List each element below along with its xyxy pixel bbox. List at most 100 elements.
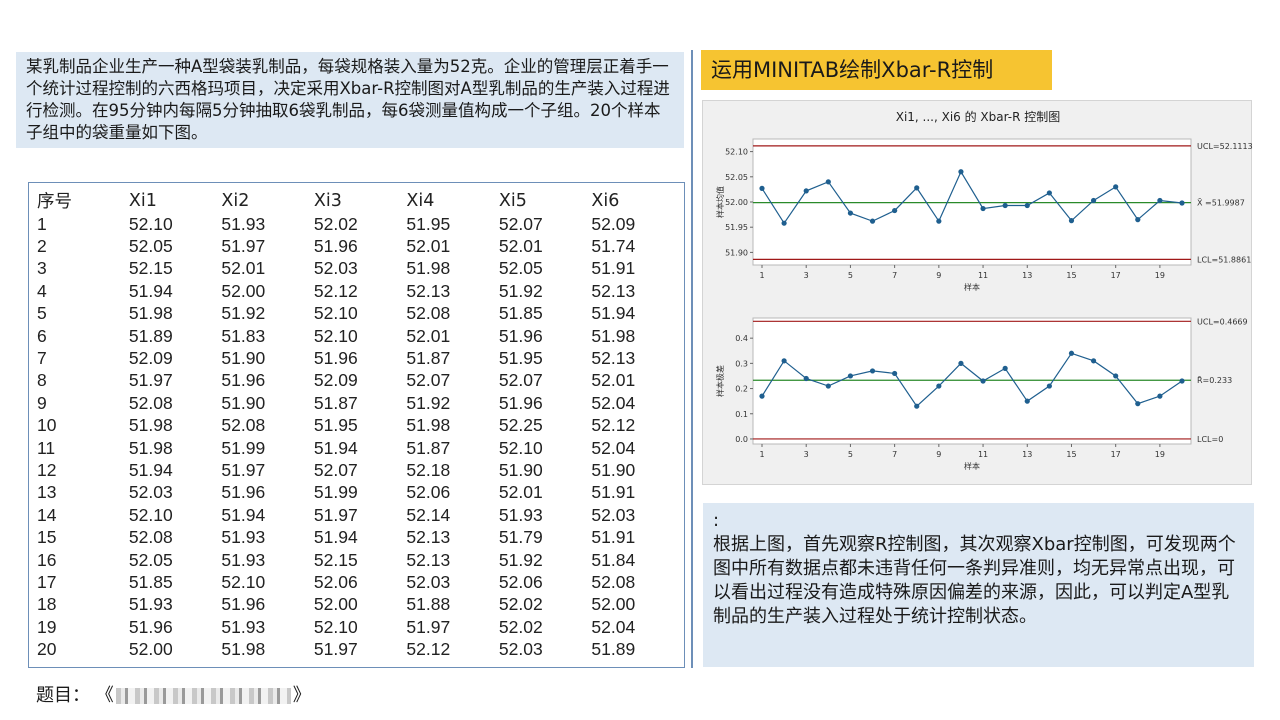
table-cell: 52.01 bbox=[498, 482, 543, 503]
xbar-r-chart: Xi1, ..., Xi6 的 Xbar-R 控制图 UCL=52.1113 LCL… bbox=[715, 109, 1253, 471]
table-cell: 1 bbox=[37, 213, 47, 234]
table-cell: 52.13 bbox=[406, 527, 451, 548]
table-cell: 51.96 bbox=[221, 594, 266, 615]
data-point bbox=[1068, 218, 1075, 224]
table-cell: 14 bbox=[37, 504, 57, 525]
table-row: 14 52.10 51.94 51.97 52.14 51.93 52.03 bbox=[37, 504, 684, 526]
x-tick-label: 19 bbox=[1155, 450, 1165, 459]
intro-text: 某乳制品企业生产一种A型袋装乳制品，每袋规格装入量为52克。企业的管理层正着手一… bbox=[16, 52, 684, 148]
table-cell: 52.00 bbox=[128, 639, 173, 660]
table-cell: 51.79 bbox=[498, 527, 543, 548]
table-cell: 52.13 bbox=[591, 280, 636, 301]
data-point bbox=[1135, 217, 1141, 223]
y-tick-label: 52.00 bbox=[725, 198, 748, 207]
table-cell: 52.05 bbox=[498, 258, 543, 279]
table-cell: 51.96 bbox=[313, 236, 358, 257]
x-tick-label: 7 bbox=[892, 450, 897, 459]
table-cell: 51.88 bbox=[406, 594, 451, 615]
series-line bbox=[761, 352, 1183, 408]
table-cell: 52.08 bbox=[128, 527, 173, 548]
table-cell: 52.02 bbox=[313, 213, 358, 234]
y-tick-label: 51.95 bbox=[725, 223, 748, 232]
table-cell: 52.02 bbox=[498, 616, 543, 637]
table-cell: 52.08 bbox=[591, 571, 636, 592]
table-cell: 51.83 bbox=[221, 325, 266, 346]
table-cell: 16 bbox=[37, 549, 57, 570]
table-cell: 52.03 bbox=[406, 571, 451, 592]
table-row: 7 52.09 51.90 51.96 51.87 51.95 52.13 bbox=[37, 347, 684, 369]
table-cell: 52.12 bbox=[313, 280, 358, 301]
table-cell: 52.15 bbox=[128, 258, 173, 279]
table-header-cell: Xi5 bbox=[498, 190, 527, 211]
table-cell: 52.07 bbox=[498, 213, 543, 234]
table-cell: 52.03 bbox=[591, 504, 636, 525]
table-cell: 51.95 bbox=[406, 213, 451, 234]
table-cell: 51.97 bbox=[221, 459, 266, 480]
table-cell: 51.96 bbox=[221, 482, 266, 503]
table-cell: 51.87 bbox=[313, 392, 358, 413]
table-cell: 51.90 bbox=[221, 348, 266, 369]
table-cell: 52.08 bbox=[128, 392, 173, 413]
table-cell: 51.93 bbox=[498, 504, 543, 525]
data-point bbox=[958, 169, 964, 175]
x-tick-label: 1 bbox=[759, 271, 764, 280]
xbar-r-chart-panel: Xi1, ..., Xi6 的 Xbar-R 控制图 UCL=52.1113 LCL… bbox=[702, 100, 1253, 485]
table-cell: 51.92 bbox=[498, 549, 543, 570]
table-header-row: 序号 Xi1 Xi2 Xi3 Xi4 Xi5 Xi6 bbox=[37, 188, 684, 213]
table-header-cell: Xi3 bbox=[313, 190, 342, 211]
table-cell: 52.10 bbox=[498, 437, 543, 458]
table-cell: 52.04 bbox=[591, 616, 636, 637]
table-row: 13 52.03 51.96 51.99 52.06 52.01 51.91 bbox=[37, 482, 684, 504]
x-tick-label: 11 bbox=[978, 450, 988, 459]
data-point bbox=[892, 207, 898, 214]
table-cell: 52.08 bbox=[221, 415, 266, 436]
table-cell: 51.96 bbox=[221, 370, 266, 391]
table-cell: 51.91 bbox=[591, 258, 636, 279]
data-point bbox=[1090, 197, 1097, 204]
table-cell: 10 bbox=[37, 415, 57, 436]
table-cell: 52.10 bbox=[128, 504, 173, 525]
data-point bbox=[1113, 373, 1119, 379]
table-cell: 7 bbox=[37, 348, 47, 369]
table-cell: 12 bbox=[37, 459, 57, 480]
data-point bbox=[1002, 365, 1008, 371]
table-cell: 20 bbox=[37, 639, 57, 660]
footer-close-bracket: 》 bbox=[292, 685, 311, 706]
table-cell: 52.03 bbox=[128, 482, 173, 503]
table-cell: 13 bbox=[37, 482, 57, 503]
conclusion-colon: : bbox=[713, 510, 720, 531]
table-cell: 52.06 bbox=[313, 571, 358, 592]
data-point bbox=[781, 220, 787, 226]
table-cell: 52.01 bbox=[406, 325, 451, 346]
data-point bbox=[1179, 378, 1185, 384]
footer-label: 题目： bbox=[36, 685, 90, 706]
table-cell: 4 bbox=[37, 280, 47, 301]
table-cell: 51.99 bbox=[221, 437, 266, 458]
table-cell: 8 bbox=[37, 370, 47, 391]
x-tick-label: 9 bbox=[936, 271, 941, 280]
table-cell: 52.10 bbox=[221, 571, 266, 592]
table-cell: 52.10 bbox=[313, 325, 358, 346]
table-cell: 52.07 bbox=[498, 370, 543, 391]
data-point bbox=[1179, 200, 1185, 206]
data-point bbox=[1046, 383, 1052, 389]
y-axis-label: 样本极差 bbox=[715, 365, 725, 397]
table-cell: 52.10 bbox=[313, 616, 358, 637]
data-point bbox=[980, 205, 986, 212]
table-cell: 51.98 bbox=[128, 415, 173, 436]
table-cell: 52.05 bbox=[128, 549, 173, 570]
x-tick-label: 3 bbox=[804, 450, 809, 459]
ucl-line-label: UCL=52.1113 bbox=[1197, 142, 1253, 151]
table-cell: 52.09 bbox=[591, 213, 636, 234]
data-point bbox=[1024, 202, 1030, 209]
table-cell: 51.98 bbox=[591, 325, 636, 346]
table-cell: 51.94 bbox=[313, 527, 358, 548]
table-row: 18 51.93 51.96 52.00 51.88 52.02 52.00 bbox=[37, 594, 684, 616]
x-tick-label: 15 bbox=[1066, 271, 1076, 280]
table-header-cell: Xi1 bbox=[128, 190, 157, 211]
section-title: 运用MINITAB绘制Xbar-R控制 bbox=[701, 50, 1052, 90]
table-cell: 51.91 bbox=[591, 482, 636, 503]
table-cell: 51.93 bbox=[128, 594, 173, 615]
footer-open-bracket: 《 bbox=[95, 685, 114, 706]
table-row: 6 51.89 51.83 52.10 52.01 51.96 51.98 bbox=[37, 325, 684, 347]
